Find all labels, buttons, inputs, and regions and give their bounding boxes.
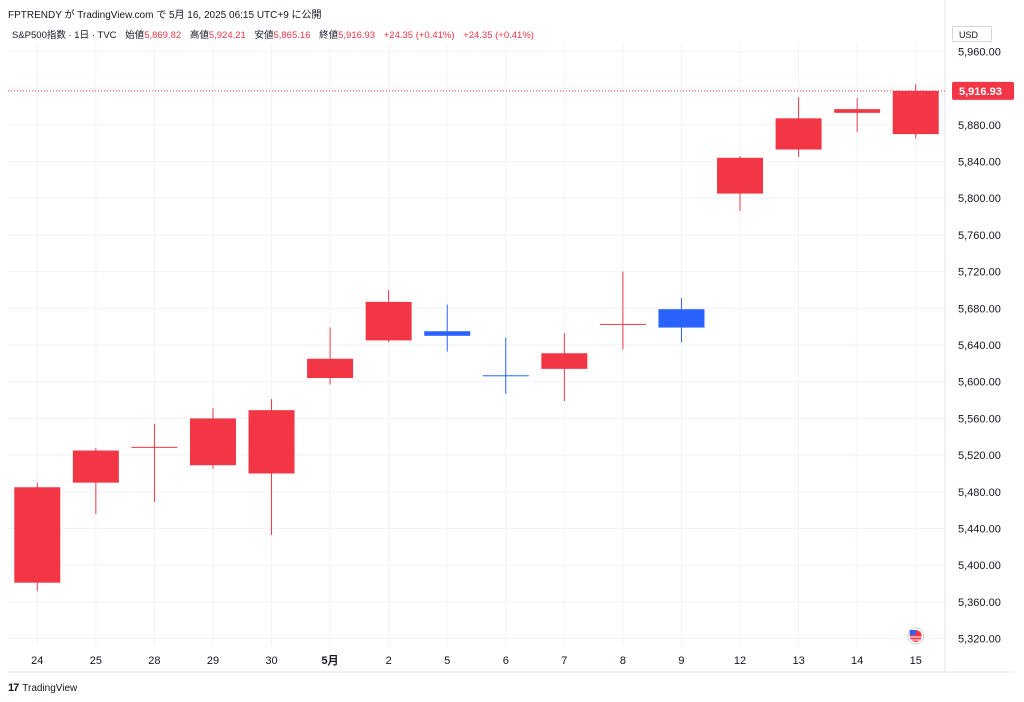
legend-low-label: 安値 [254, 30, 274, 41]
candle-body [365, 301, 412, 341]
y-tick-label: 5,840.00 [958, 156, 1001, 168]
y-tick-label: 5,600.00 [958, 377, 1001, 389]
x-tick-label: 30 [265, 655, 277, 667]
candle-body [14, 487, 61, 583]
legend-close-label: 終値 [319, 30, 339, 41]
candle-body [424, 331, 471, 336]
legend-high-value: 5,924.21 [208, 30, 246, 41]
candle-body [248, 410, 295, 474]
candle-body [775, 118, 822, 150]
tradingview-logo-text: TradingView [22, 682, 78, 694]
last-price-label-box [952, 81, 1014, 100]
candle-body [131, 446, 178, 448]
legend-open-value: 5,869.82 [144, 30, 182, 41]
legend-high-label: 高値 [189, 30, 209, 41]
candle-body [834, 109, 881, 113]
y-tick-label: 5,960.00 [958, 46, 1001, 58]
ohlc-legend: S&P500指数 · 1日 · TVC 始値5,869.82 高値5,924.2… [12, 27, 534, 41]
candle-body [541, 353, 588, 369]
legend-close-value: 5,916.93 [338, 30, 376, 41]
y-tick-label: 5,680.00 [958, 303, 1001, 315]
y-tick-label: 5,440.00 [958, 524, 1001, 536]
x-tick-label: 12 [734, 655, 746, 667]
candle-body [307, 358, 354, 379]
y-tick-label: 5,760.00 [958, 230, 1001, 242]
currency-button[interactable]: USD [952, 26, 992, 42]
legend-change: +24.35 (+0.41%) [383, 30, 455, 41]
us-flag-event-icon-canton [909, 630, 916, 635]
legend-open-label: 始値 [125, 30, 145, 41]
y-tick-label: 5,880.00 [958, 120, 1001, 132]
candle-body [482, 375, 529, 377]
y-tick-label: 5,320.00 [958, 634, 1001, 646]
y-tick-label: 5,400.00 [958, 560, 1001, 572]
legend-low-value: 5,865.16 [273, 30, 311, 41]
x-tick-label: 5 [444, 655, 450, 667]
y-tick-label: 5,520.00 [958, 450, 1001, 462]
candle-body [189, 418, 236, 466]
candle-body [599, 323, 646, 325]
legend-change-secondary: +24.35 (+0.41%) [463, 30, 534, 41]
x-tick-label: 13 [792, 655, 804, 667]
x-tick-label: 14 [851, 655, 863, 667]
y-tick-label: 5,640.00 [958, 340, 1001, 352]
y-tick-label: 5,560.00 [958, 413, 1001, 425]
x-tick-label: 5月 [322, 654, 339, 667]
y-tick-label: 5,800.00 [958, 193, 1001, 205]
candle-body [72, 450, 119, 483]
x-tick-label: 8 [620, 655, 626, 667]
tradingview-logo-icon: 17 [8, 682, 19, 694]
publisher-header: FPTRENDY が TradingView.com で 5月 16, 2025… [8, 10, 322, 21]
x-tick-label: 9 [678, 655, 684, 667]
x-tick-label: 25 [90, 655, 102, 667]
x-tick-label: 7 [561, 655, 567, 667]
tradingview-footer: 17 TradingView [8, 682, 77, 694]
candle-body [658, 309, 705, 328]
x-tick-label: 29 [207, 655, 219, 667]
last-price-label: 5,916.93 [959, 86, 1002, 98]
x-tick-label: 24 [31, 655, 43, 667]
candle-body [892, 90, 939, 135]
x-tick-label: 28 [148, 655, 160, 667]
x-tick-label: 2 [386, 655, 392, 667]
x-tick-label: 15 [910, 655, 922, 667]
y-tick-label: 5,720.00 [958, 267, 1001, 279]
legend-symbol[interactable]: S&P500指数 · 1日 · TVC [12, 30, 117, 41]
candle-body [717, 157, 764, 194]
y-tick-label: 5,480.00 [958, 487, 1001, 499]
y-tick-label: 5,360.00 [958, 597, 1001, 609]
x-tick-label: 6 [503, 655, 509, 667]
